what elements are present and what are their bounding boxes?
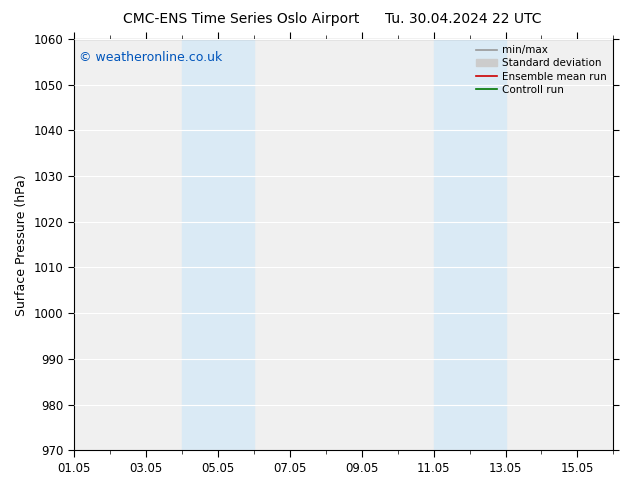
Legend: min/max, Standard deviation, Ensemble mean run, Controll run: min/max, Standard deviation, Ensemble me… — [472, 41, 611, 99]
Text: Tu. 30.04.2024 22 UTC: Tu. 30.04.2024 22 UTC — [385, 12, 541, 26]
Bar — [182, 39, 254, 450]
Y-axis label: Surface Pressure (hPa): Surface Pressure (hPa) — [15, 174, 28, 316]
Text: CMC-ENS Time Series Oslo Airport: CMC-ENS Time Series Oslo Airport — [123, 12, 359, 26]
Text: © weatheronline.co.uk: © weatheronline.co.uk — [79, 51, 223, 64]
Bar — [434, 39, 505, 450]
